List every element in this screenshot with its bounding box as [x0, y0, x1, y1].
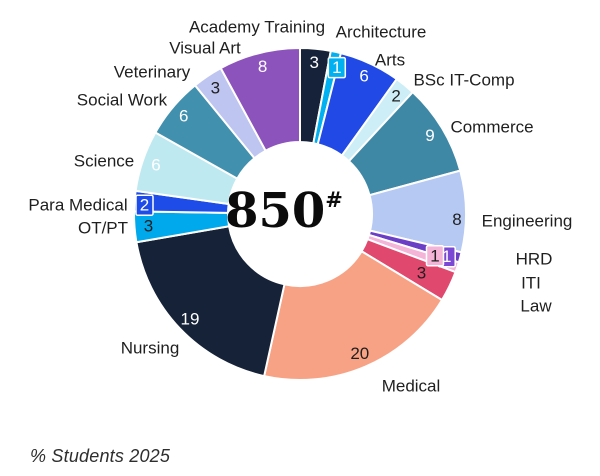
value-label-engineering: 8: [452, 210, 461, 229]
value-box-iti: [425, 245, 445, 267]
value-label-bsc-it-comp: 2: [391, 87, 400, 106]
category-label-bsc-it-comp: BSc IT-Comp: [413, 71, 514, 90]
value-label-hrd: 1: [442, 247, 451, 266]
value-label-ot-pt: 3: [144, 216, 153, 235]
value-box-architecture: [327, 56, 347, 79]
value-label-law: 3: [417, 263, 426, 282]
category-label-medical: Medical: [382, 377, 441, 396]
slice-visual-art: [219, 47, 301, 152]
slice-nursing: [135, 225, 286, 378]
chart-footnote: % Students 2025: [30, 446, 171, 466]
value-label-architecture: 1: [332, 58, 341, 77]
category-label-academy-training: Academy Training: [189, 18, 325, 37]
center-total-value: 850: [225, 183, 325, 239]
category-label-nursing: Nursing: [121, 339, 180, 358]
category-labels: Academy Training Architecture Arts BSc IT-C…: [28, 18, 572, 396]
value-label-social-work: 6: [179, 107, 188, 126]
value-label-academy-training: 3: [309, 53, 318, 72]
center-total-suffix: #: [325, 187, 343, 212]
category-label-architecture: Architecture: [336, 23, 427, 42]
category-label-hrd: HRD: [516, 250, 553, 269]
category-label-social-work: Social Work: [77, 91, 168, 110]
donut-slices: [133, 47, 467, 381]
center-total: 850#: [225, 183, 343, 239]
value-label-commerce: 9: [425, 126, 434, 145]
value-label-medical: 20: [350, 344, 369, 363]
category-label-engineering: Engineering: [482, 212, 573, 231]
slice-medical: [263, 250, 444, 381]
category-label-law: Law: [520, 297, 552, 316]
category-label-arts: Arts: [375, 51, 405, 70]
value-label-arts: 6: [359, 67, 368, 86]
category-label-para-medical: Para Medical: [28, 196, 127, 215]
category-label-science: Science: [74, 152, 134, 171]
value-box-para-medical: [135, 194, 154, 216]
category-label-iti: ITI: [521, 274, 541, 293]
value-label-visual-art: 8: [258, 57, 267, 76]
value-label-veterinary: 3: [211, 78, 220, 97]
value-label-science: 6: [151, 156, 160, 175]
value-label-nursing: 19: [181, 309, 200, 328]
category-label-ot-pt: OT/PT: [78, 219, 128, 238]
value-label-para-medical: 2: [140, 196, 149, 215]
category-label-veterinary: Veterinary: [114, 63, 191, 82]
value-label-iti: 1: [430, 246, 439, 265]
category-label-visual-art: Visual Art: [169, 39, 241, 58]
category-label-commerce: Commerce: [450, 118, 533, 137]
